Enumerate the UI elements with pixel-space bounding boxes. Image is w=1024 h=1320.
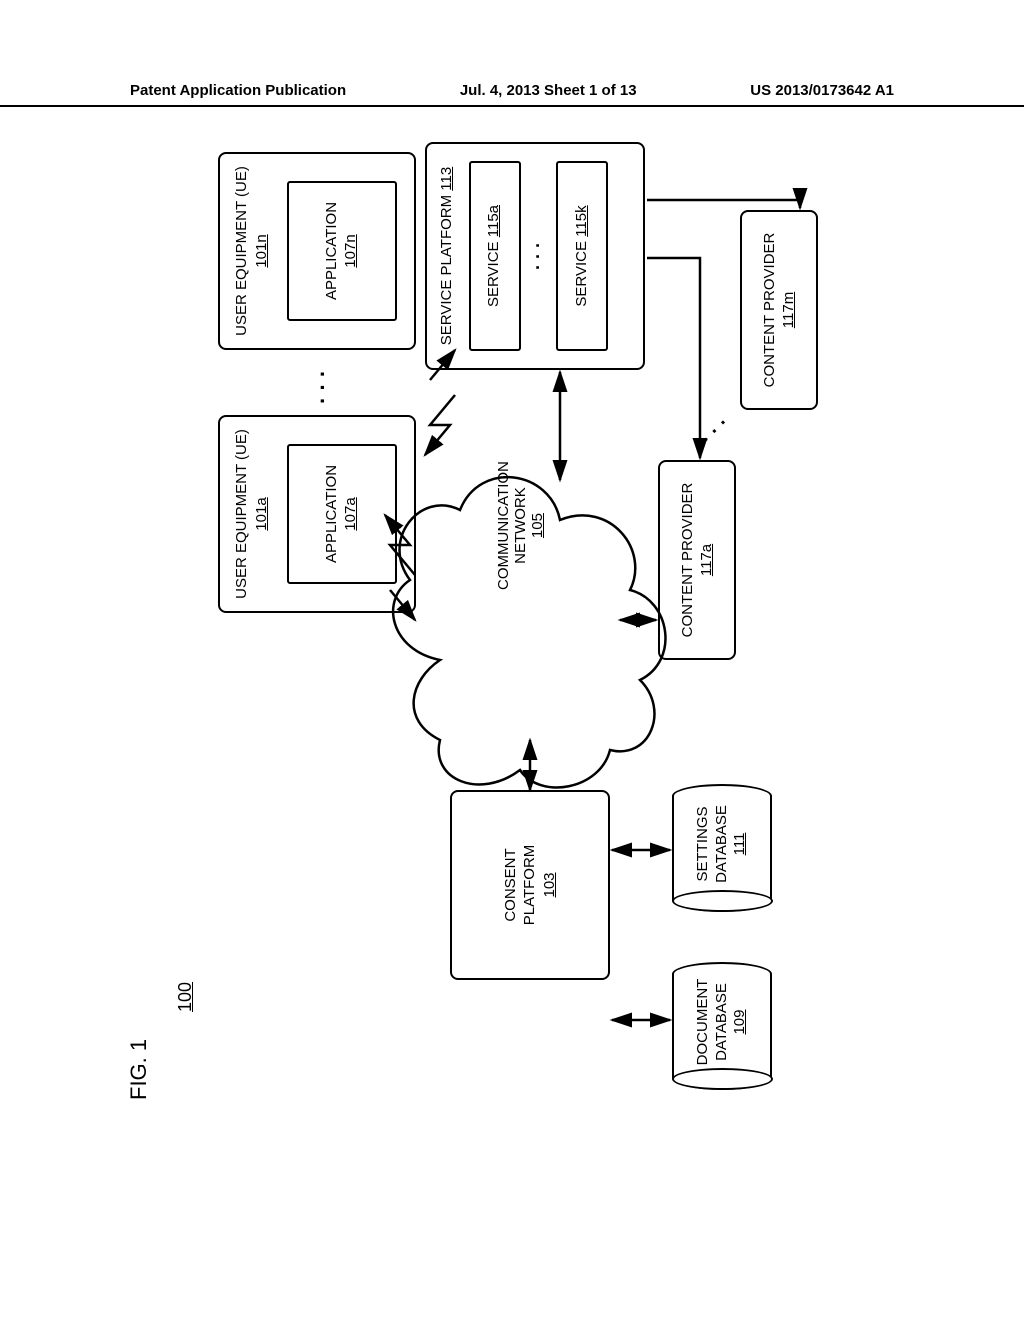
db-doc-ref: 109: [731, 979, 750, 1066]
db-doc-title: DOCUMENT DATABASE: [694, 979, 732, 1066]
db-set-ref: 111: [731, 805, 750, 883]
service-k-label: SERVICE 115k: [573, 205, 592, 306]
network-ref: 105: [529, 513, 546, 538]
cp-m-wrap: CONTENT PROVIDER 117m: [740, 210, 818, 410]
cp-a-box: CONTENT PROVIDER 117a: [658, 460, 736, 660]
figure-ref-wrap: 100: [175, 982, 196, 1012]
network-title: COMMUNICATION NETWORK: [495, 461, 529, 590]
svc-k-ref: 115k: [573, 205, 590, 236]
network-text-wrap: COMMUNICATION NETWORK 105: [495, 461, 546, 590]
service-ellipsis: · · ·: [527, 242, 550, 270]
consent-ref: 103: [540, 872, 560, 897]
db-doc-content: DOCUMENT DATABASE 109: [694, 979, 750, 1074]
network-text: COMMUNICATION NETWORK 105: [495, 461, 546, 590]
db-set-wrap: SETTINGS DATABASE 111: [672, 784, 772, 912]
ue-a-ref: 101a: [252, 497, 272, 530]
sp-title-text: SERVICE PLATFORM: [438, 195, 455, 345]
ue-a-app: APPLICATION 107a: [287, 444, 397, 584]
db-set-content: SETTINGS DATABASE 111: [694, 805, 750, 891]
db-doc-wrap: DOCUMENT DATABASE 109: [672, 962, 772, 1090]
ue-n-ref: 101n: [252, 234, 272, 267]
patent-page: Patent Application Publication Jul. 4, 2…: [0, 0, 1024, 1320]
ue-a-wrap: USER EQUIPMENT (UE) 101a APPLICATION 107…: [218, 415, 416, 613]
ue-ellipsis-wrap: · · ·: [310, 370, 336, 404]
page-header: Patent Application Publication Jul. 4, 2…: [0, 82, 1024, 107]
ue-a-title: USER EQUIPMENT (UE): [232, 429, 252, 599]
figure-label: FIG. 1: [126, 1039, 152, 1100]
cp-a-title: CONTENT PROVIDER: [678, 483, 698, 638]
svc-a-ref: 115a: [485, 205, 502, 237]
svc-k-title: SERVICE: [573, 241, 590, 307]
cp-m-title: CONTENT PROVIDER: [760, 233, 780, 388]
figure-ref: 100: [175, 982, 196, 1012]
service-platform-title: SERVICE PLATFORM 113: [437, 167, 457, 345]
ue-n-app-ref: 107n: [342, 234, 361, 267]
sp-ref: 113: [438, 167, 455, 191]
service-a: SERVICE 115a: [469, 161, 521, 351]
sp-cpm-link: [647, 200, 800, 208]
ue-a-app-title: APPLICATION: [323, 465, 342, 563]
svc-a-title: SERVICE: [485, 241, 502, 307]
ue-n-title: USER EQUIPMENT (UE): [232, 166, 252, 336]
ue-n-app-title: APPLICATION: [323, 202, 342, 300]
service-platform-box: SERVICE PLATFORM 113 SERVICE 115a · · · …: [425, 142, 645, 370]
consent-wrap: CONSENT PLATFORM 103: [450, 790, 610, 980]
figure-label-wrap: FIG. 1: [126, 1039, 152, 1100]
header-right: US 2013/0173642 A1: [750, 82, 894, 99]
ue-ellipsis: · · ·: [310, 370, 336, 404]
service-k: SERVICE 115k: [556, 161, 608, 351]
ue-n-wrap: USER EQUIPMENT (UE) 101n APPLICATION 107…: [218, 152, 416, 350]
consent-box: CONSENT PLATFORM 103: [450, 790, 610, 980]
ue-a-box: USER EQUIPMENT (UE) 101a APPLICATION 107…: [218, 415, 416, 613]
cp-ellipsis: · · ·: [696, 412, 734, 450]
cp-a-wrap: CONTENT PROVIDER 117a: [658, 460, 736, 660]
ue-a-app-ref: 107a: [342, 497, 361, 530]
sp-cpa-link: [647, 258, 700, 458]
cp-a-ref: 117a: [697, 544, 717, 576]
ue-n-app: APPLICATION 107n: [287, 181, 397, 321]
service-a-label: SERVICE 115a: [485, 205, 504, 307]
header-center: Jul. 4, 2013 Sheet 1 of 13: [460, 82, 637, 99]
db-set-title: SETTINGS DATABASE: [694, 805, 732, 883]
db-doc: DOCUMENT DATABASE 109: [672, 962, 772, 1090]
consent-title: CONSENT PLATFORM: [501, 845, 540, 926]
ue-n-box: USER EQUIPMENT (UE) 101n APPLICATION 107…: [218, 152, 416, 350]
cp-m-box: CONTENT PROVIDER 117m: [740, 210, 818, 410]
header-left: Patent Application Publication: [130, 82, 346, 99]
service-platform-wrap: SERVICE PLATFORM 113 SERVICE 115a · · · …: [425, 142, 645, 370]
cp-m-ref: 117m: [779, 292, 799, 328]
db-set: SETTINGS DATABASE 111: [672, 784, 772, 912]
